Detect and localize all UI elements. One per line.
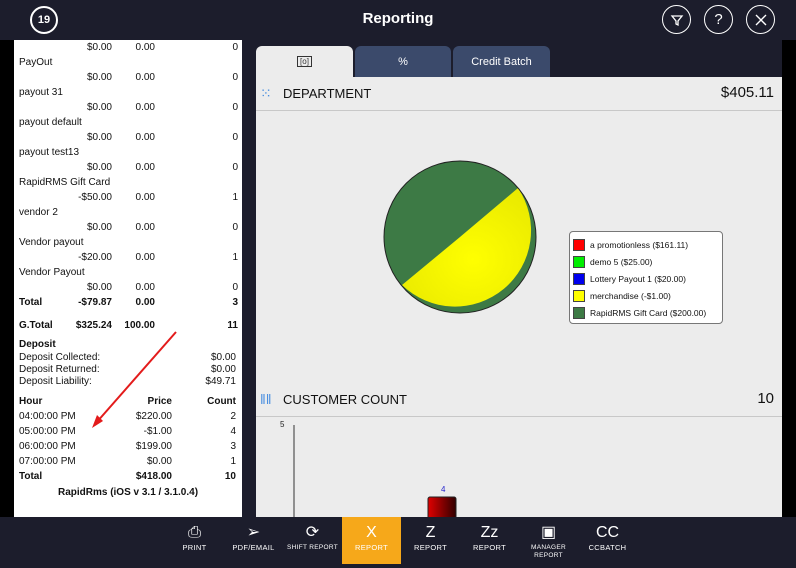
department-legend: a promotionless ($161.11) demo 5 ($25.00…	[569, 231, 723, 324]
row-name: payout default	[19, 117, 82, 128]
briefcase-icon: ▣	[540, 524, 557, 541]
hour-row: 05:00:00 PM -$1.00 4	[19, 426, 236, 437]
send-icon: ➢	[246, 524, 261, 541]
value-row: -$20.00 0.00 1	[78, 252, 238, 263]
x-report-button[interactable]: X REPORT	[342, 517, 401, 564]
row-name: vendor 2	[19, 207, 58, 218]
print-icon: ⎙	[188, 524, 201, 541]
row-name: Vendor payout	[19, 237, 84, 248]
shift-report-button[interactable]: ⟳ SHIFT REPORT	[283, 517, 342, 564]
z-report-button[interactable]: Z REPORT	[401, 517, 460, 564]
bottom-toolbar: ⎙ PRINT ➢ PDF/EMAIL ⟳ SHIFT REPORT X REP…	[0, 517, 796, 568]
customer-count-header: ǁǁ CUSTOMER COUNT 10	[256, 383, 782, 417]
people-icon: ǁǁ	[260, 391, 272, 407]
shift-icon: ⟳	[305, 524, 320, 541]
help-icon: ?	[714, 11, 723, 28]
customer-count-title: CUSTOMER COUNT	[283, 392, 407, 407]
y-axis-max-label: 5	[280, 420, 285, 429]
legend-item: merchandise (-$1.00)	[573, 287, 719, 304]
cc-icon: CC	[595, 524, 620, 541]
hour-row: 04:00:00 PM $220.00 2	[19, 411, 236, 422]
version-label: RapidRms (iOS v 3.1 / 3.1.0.4)	[57, 487, 199, 498]
report-summary-panel[interactable]: $0.00 0.00 0 PayOut $0.00 0.00 0 payout 31 $…	[14, 40, 242, 517]
close-icon	[755, 14, 766, 25]
legend-item: demo 5 ($25.00)	[573, 253, 719, 270]
bar	[427, 496, 457, 517]
hour-table-header: Hour Price Count	[19, 396, 236, 407]
row-name: payout test13	[19, 147, 80, 158]
row-name: RapidRMS Gift Card	[19, 177, 111, 188]
grand-total-row: G.Total $325.24 100.00 11	[19, 320, 238, 331]
x-icon: X	[366, 524, 377, 541]
total-row: Total -$79.87 0.00 3	[19, 297, 238, 308]
value-row: -$50.00 0.00 1	[78, 192, 238, 203]
customer-count-bar-chart: 5 4 3	[280, 420, 457, 517]
department-pie-chart	[383, 160, 537, 314]
manager-report-button[interactable]: ▣ MANAGER REPORT	[519, 517, 578, 564]
value-row: $0.00 0.00 0	[86, 102, 238, 113]
filter-button[interactable]	[662, 5, 691, 34]
chart-panel: [o] % Credit Batch ⁙ DEPARTMENT $405.11 …	[242, 40, 782, 517]
hour-row: 07:00:00 PM $0.00 1	[19, 456, 236, 467]
z-icon: Z	[425, 524, 436, 541]
legend-item: RapidRMS Gift Card ($200.00)	[573, 304, 719, 321]
ccbatch-button[interactable]: CC CCBATCH	[578, 517, 637, 564]
customer-count-total: 10	[757, 390, 774, 407]
value-row: $0.00 0.00 0	[86, 162, 238, 173]
filter-icon	[670, 14, 683, 26]
close-button[interactable]	[746, 5, 775, 34]
zz-icon: Zz	[480, 524, 499, 541]
value-row: $0.00 0.00 0	[86, 132, 238, 143]
pie-slice-merchandise	[402, 188, 532, 307]
department-total: $405.11	[720, 84, 774, 101]
department-title: DEPARTMENT	[283, 86, 372, 101]
row-name: PayOut	[19, 57, 53, 68]
value-row: $0.00 0.00 0	[86, 72, 238, 83]
help-button[interactable]: ?	[704, 5, 733, 34]
zz-report-button[interactable]: Zz REPORT	[460, 517, 519, 564]
grid-dots-icon: ⁙	[260, 85, 272, 101]
value-row: $0.00 0.00 0	[86, 222, 238, 233]
top-bar: 19 Reporting ?	[0, 0, 796, 40]
page-title: Reporting	[362, 10, 434, 27]
report-content[interactable]: ⁙ DEPARTMENT $405.11 a promotionless ($1…	[256, 77, 782, 517]
annotation-arrow	[92, 331, 177, 428]
bar-label: 4	[441, 485, 446, 494]
hour-total-row: Total $418.00 10	[19, 471, 236, 482]
deposit-row: Deposit Returned: $0.00	[19, 364, 236, 375]
value-row: $0.00 0.00 0	[86, 42, 238, 53]
row-name: payout 31	[19, 87, 63, 98]
tab-percent[interactable]: %	[355, 46, 451, 77]
department-header: ⁙ DEPARTMENT $405.11	[256, 77, 782, 111]
deposit-row: Deposit Liability: $49.71	[19, 376, 236, 387]
hour-row: 06:00:00 PM $199.00 3	[19, 441, 236, 452]
legend-item: Lottery Payout 1 ($20.00)	[573, 270, 719, 287]
pdf-email-button[interactable]: ➢ PDF/EMAIL	[224, 517, 283, 564]
row-name: Vendor Payout	[19, 267, 85, 278]
tab-credit-batch[interactable]: Credit Batch	[453, 46, 550, 77]
tab-cash[interactable]: [o]	[256, 46, 353, 77]
calendar-icon[interactable]: 19	[30, 6, 58, 34]
legend-item: a promotionless ($161.11)	[573, 236, 719, 253]
deposit-title: Deposit	[19, 339, 56, 350]
value-row: $0.00 0.00 0	[86, 282, 238, 293]
cash-icon: [o]	[297, 56, 312, 67]
deposit-row: Deposit Collected: $0.00	[19, 352, 236, 363]
print-button[interactable]: ⎙ PRINT	[165, 517, 224, 564]
